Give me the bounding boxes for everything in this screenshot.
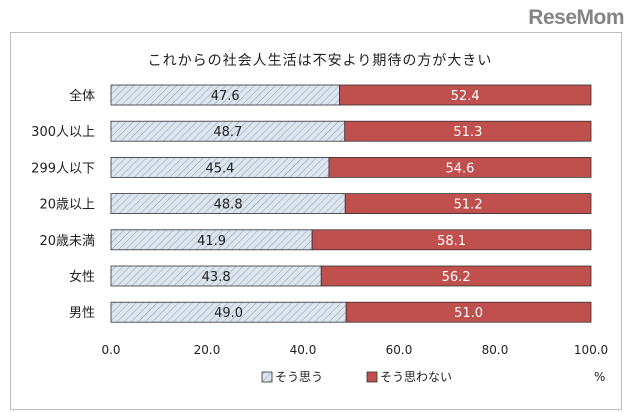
x-tick-label: 100.0 [574, 343, 608, 357]
bar-disagree [339, 84, 592, 106]
bar-disagree [311, 229, 592, 251]
x-tick-label: 0.0 [101, 343, 120, 357]
x-tick-label: 20.0 [194, 343, 221, 357]
chart-title: これからの社会人生活は不安より期待の方が大きい [147, 53, 493, 69]
data-label-agree: 43.8 [202, 270, 231, 285]
category-label: 全体 [69, 88, 95, 104]
x-tick-label: 40.0 [290, 343, 317, 357]
data-label-agree: 47.6 [211, 89, 240, 104]
resemom-logo[interactable]: ReseMom [528, 6, 624, 29]
category-label: 男性 [69, 306, 95, 321]
bar-disagree [345, 301, 592, 323]
x-tick-label: 60.0 [386, 343, 413, 357]
data-label-disagree: 58.1 [437, 234, 466, 249]
data-label-agree: 49.0 [214, 306, 243, 321]
data-label-disagree: 51.3 [453, 125, 482, 140]
category-label: 女性 [69, 269, 95, 285]
data-label-agree: 41.9 [197, 234, 226, 249]
bar-disagree [328, 156, 592, 178]
legend-swatch-agree [261, 371, 273, 383]
legend-label-disagree: そう思わない [380, 370, 452, 384]
category-label: 20歳以上 [39, 198, 95, 213]
x-tick-label: 80.0 [482, 343, 509, 357]
data-label-disagree: 51.0 [454, 306, 483, 321]
bar-disagree [320, 265, 592, 287]
bar-disagree [344, 120, 592, 142]
data-label-disagree: 51.2 [454, 198, 483, 213]
data-label-agree: 48.7 [213, 125, 242, 140]
data-label-agree: 48.8 [214, 198, 243, 213]
unit-label: % [594, 370, 605, 384]
category-label: 20歳未満 [39, 234, 95, 249]
legend-label-agree: そう思う [275, 370, 323, 384]
data-label-agree: 45.4 [205, 161, 234, 176]
data-label-disagree: 54.6 [445, 161, 474, 176]
bar-disagree [344, 193, 592, 215]
data-label-disagree: 52.4 [451, 89, 480, 104]
data-label-disagree: 56.2 [442, 270, 471, 285]
legend-swatch-disagree [366, 371, 378, 383]
category-label: 299人以下 [31, 161, 95, 176]
category-label: 300人以上 [31, 125, 95, 140]
